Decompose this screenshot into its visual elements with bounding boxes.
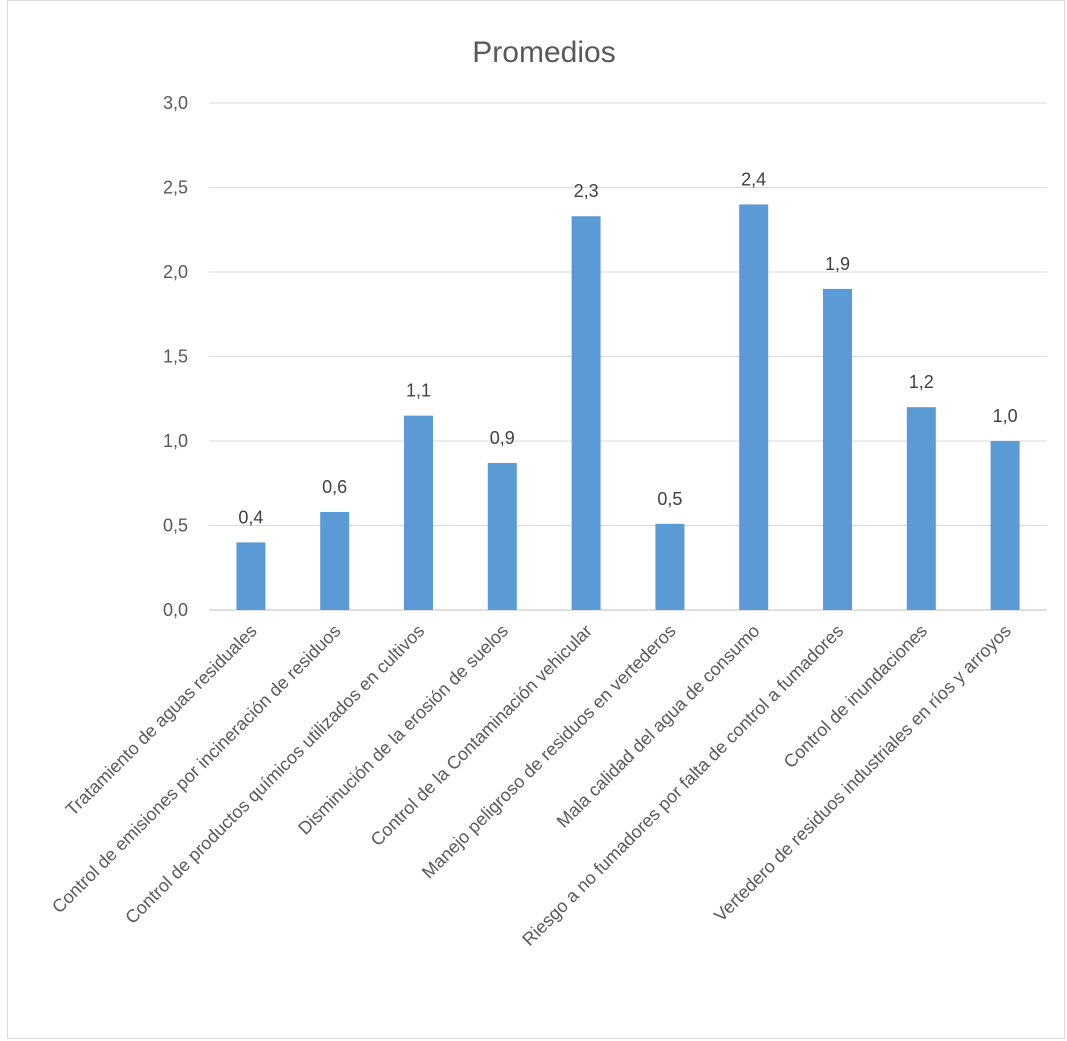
data-labels: 0,4 0,6 1,1 0,9 2,3 0,5 2,4 1,9 1,2 1,0	[238, 169, 1017, 527]
data-label: 0,6	[322, 477, 347, 497]
data-label: 1,2	[909, 372, 934, 392]
y-tick-label: 1,5	[163, 347, 188, 367]
y-tick-label: 1,0	[163, 431, 188, 451]
data-label: 1,1	[406, 381, 431, 401]
bar	[655, 523, 685, 610]
data-label: 0,9	[490, 428, 515, 448]
bar	[487, 462, 517, 610]
bars	[236, 204, 1020, 611]
bar	[906, 407, 936, 610]
chart-frame	[7, 0, 1065, 1039]
bar	[404, 415, 433, 610]
bar	[236, 542, 266, 610]
y-tick-label: 0,5	[163, 516, 188, 536]
bar	[823, 288, 852, 610]
data-label: 1,9	[825, 254, 850, 274]
bar	[571, 216, 601, 611]
y-tick-label: 2,0	[163, 262, 188, 282]
data-label: 0,5	[657, 489, 682, 509]
y-tick-label: 2,5	[163, 178, 188, 198]
category-label: Vertedero de residuos industriales en rí…	[710, 621, 1015, 926]
category-label: Riesgo a no fumadores por falta de contr…	[518, 621, 847, 950]
y-tick-label: 3,0	[163, 93, 188, 113]
chart-title: Promedios	[472, 36, 615, 69]
y-tick-label: 0,0	[163, 600, 188, 620]
data-label: 0,4	[238, 507, 263, 527]
category-label: Control de productos químicos utilizados…	[121, 621, 428, 928]
y-axis-ticks: 0,0 0,5 1,0 1,5 2,0 2,5 3,0	[163, 93, 188, 620]
bar	[320, 511, 350, 610]
category-label: Control de emisiones por incineración de…	[48, 621, 344, 917]
category-label: Control de inundaciones	[780, 621, 931, 772]
bar	[990, 441, 1020, 610]
bar	[739, 204, 769, 610]
data-label: 2,4	[741, 169, 766, 189]
data-label: 2,3	[574, 181, 599, 201]
data-label: 1,0	[993, 406, 1018, 426]
